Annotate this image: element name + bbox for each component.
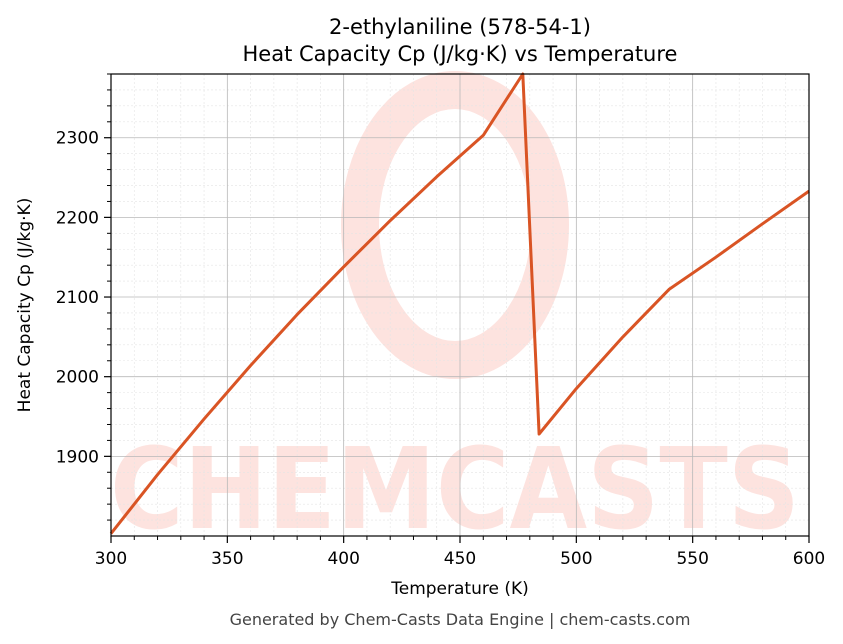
y-tick-label: 2000 — [56, 368, 99, 388]
x-tick-label: 400 — [327, 549, 359, 569]
y-axis-ticks: 1900 2000 2100 2200 2300 — [56, 73, 111, 521]
x-tick-label: 550 — [676, 549, 708, 569]
x-tick-label: 300 — [95, 549, 127, 569]
x-tick-label: 500 — [560, 549, 592, 569]
y-axis-label: Heat Capacity Cp (J/kg·K) — [15, 198, 35, 413]
y-tick-label: 1900 — [56, 447, 99, 467]
x-tick-label: 350 — [211, 549, 243, 569]
x-tick-label: 600 — [793, 549, 825, 569]
watermark-logo-icon — [341, 71, 569, 379]
x-axis-ticks: 300 350 400 450 500 550 600 — [95, 536, 825, 569]
watermark-text: CHEMCASTS — [110, 425, 800, 555]
x-tick-label: 450 — [444, 549, 476, 569]
y-tick-label: 2100 — [56, 288, 99, 308]
chart-subtitle: Heat Capacity Cp (J/kg·K) vs Temperature — [243, 42, 678, 66]
chart-title: 2-ethylaniline (578-54-1) — [329, 15, 591, 39]
y-tick-label: 2300 — [56, 129, 99, 149]
x-axis-label: Temperature (K) — [390, 579, 529, 599]
y-tick-label: 2200 — [56, 208, 99, 228]
series-line — [109, 72, 810, 535]
footer-credit: Generated by Chem-Casts Data Engine | ch… — [230, 610, 691, 629]
